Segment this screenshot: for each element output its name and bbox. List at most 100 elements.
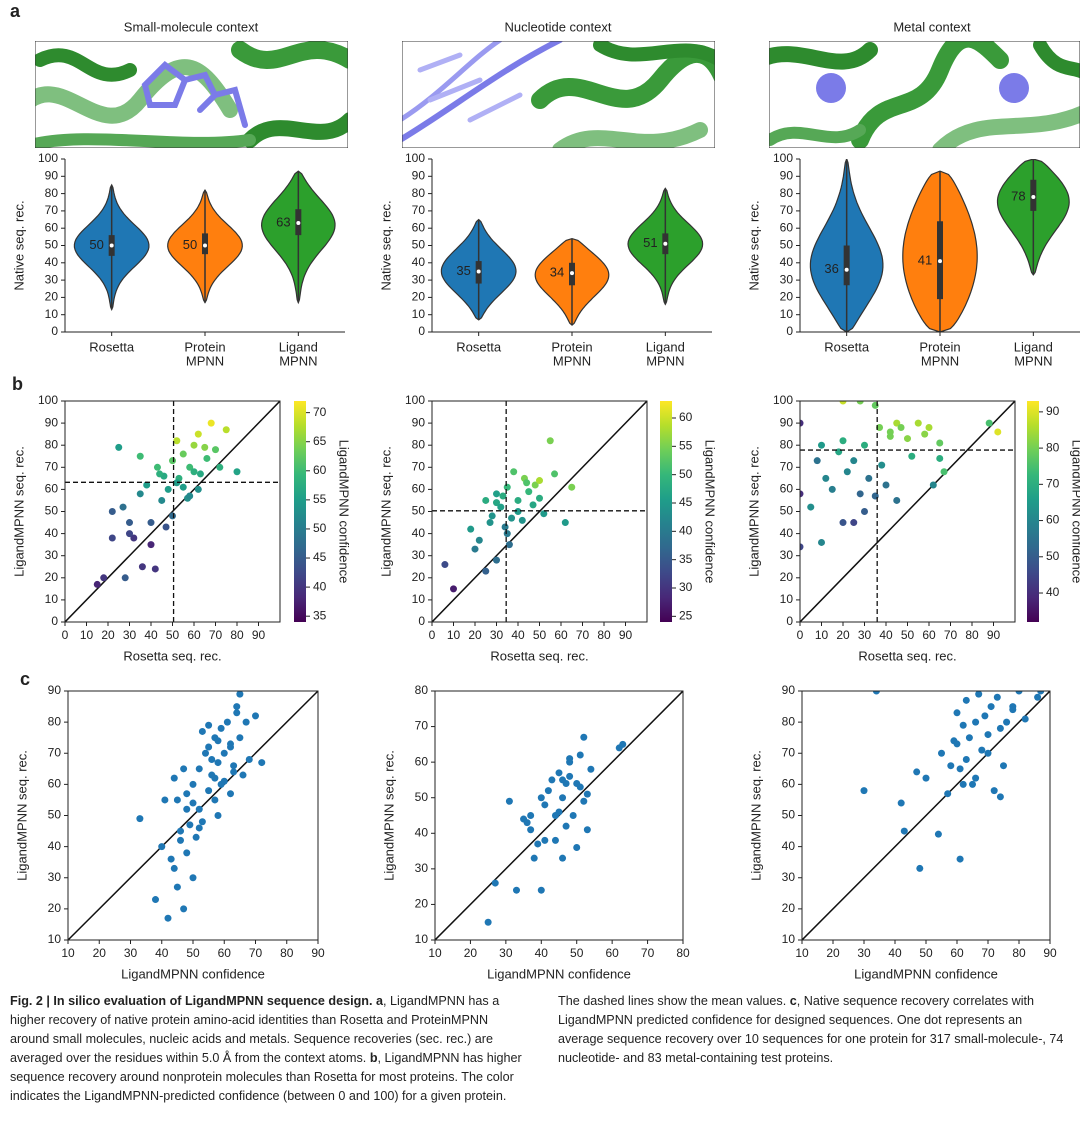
x-tick-label: 20 [101,628,115,642]
y-tick-label: 20 [780,290,794,304]
point [136,452,144,460]
x-tick-label: 40 [511,628,525,642]
point [555,769,563,777]
violin-median [203,243,207,248]
panel-label: c [20,669,30,689]
point [508,514,516,522]
y-tick-label: 50 [45,504,59,518]
point [800,419,804,427]
y-tick-label: 40 [415,825,429,839]
point [195,805,203,813]
x-tick-label: 60 [605,946,619,960]
x-tick-label: 50 [166,628,180,642]
point [886,432,894,440]
point [195,765,203,773]
point [559,854,567,862]
y-tick-label: 40 [412,255,426,269]
colorbar-tick-label: 40 [679,524,693,538]
point [471,545,479,553]
y-tick-label: 80 [45,186,59,200]
caption-text: , Native sequence recovery correlates wi… [558,994,1064,1065]
x-tick-label: 40 [879,628,893,642]
point [227,790,234,798]
plot-area [73,170,336,312]
plot-area [432,401,647,622]
colorbar-tick-label: 35 [679,552,693,566]
point [897,799,905,807]
y-tick-label: 90 [412,415,426,429]
x-tick-label: 10 [428,946,442,960]
median-label: 41 [918,253,932,268]
point [551,470,559,478]
x-tick-label: 50 [570,946,584,960]
y-tick-label: 0 [786,324,793,338]
point [828,485,836,493]
point [173,883,181,891]
y-axis-label: LigandMPNN seq. rec. [381,750,396,881]
x-tick-label: MPNN [553,353,591,368]
y-tick-label: 90 [780,168,794,182]
point [233,468,241,476]
y-tick-label: 30 [45,272,59,286]
y-tick-label: 80 [780,437,794,451]
x-tick-label: Rosetta [824,339,870,354]
x-axis-label: Rosetta seq. rec. [123,648,221,663]
point [956,765,964,773]
y-tick-label: 0 [51,324,58,338]
figure-caption: Fig. 2 | In silico evaluation of LigandM… [10,992,1070,1112]
x-tick-label: Ligand [279,339,318,354]
chart: 0 10 20 30 40 50 60 70 80 90 Rosetta seq. rec. 0 10 2… [746,393,1080,663]
x-tick-label: 0 [429,628,436,642]
colorbar-label: LigandMPNN confidence [703,440,718,584]
point [189,874,197,882]
x-tick-label: 60 [218,946,232,960]
y-tick-label: 70 [782,745,796,759]
violin-median [570,271,574,276]
point [944,790,952,798]
point [217,780,225,788]
y-tick-label: 100 [38,393,58,407]
structure-image [402,41,715,148]
y-tick-label: 20 [415,897,429,911]
point [913,768,921,776]
point [183,849,191,857]
y-tick-label: 10 [412,592,426,606]
x-tick-label: MPNN [646,353,684,368]
y-tick-label: 80 [415,683,429,697]
point [214,759,222,767]
x-tick-label: 70 [641,946,655,960]
median-label: 35 [456,263,470,278]
point [177,827,184,835]
point [843,468,851,476]
point [878,461,886,469]
point [164,485,172,493]
y-tick-label: 60 [780,220,794,234]
point [551,836,559,844]
y-tick-label: 90 [45,168,59,182]
point [523,819,531,827]
point [835,448,843,456]
point [818,441,825,449]
y-tick-label: 30 [45,548,59,562]
y-tick-label: 50 [412,504,426,518]
x-tick-label: 20 [464,946,478,960]
point [208,755,216,763]
plot-area [435,691,683,940]
point [121,574,129,582]
point [152,896,159,904]
y-tick-label: 40 [45,255,59,269]
point [987,703,995,711]
violin-median [844,267,849,272]
y-tick-label: 70 [412,459,426,473]
point [813,457,821,465]
point [925,424,933,432]
y-tick-label: 100 [38,151,58,165]
point [865,474,873,482]
x-tick-label: 90 [311,946,325,960]
point [162,523,170,531]
point [938,749,945,757]
x-tick-label: 60 [950,946,964,960]
x-tick-label: 30 [857,946,871,960]
x-axis-label: LigandMPNN confidence [121,966,265,981]
point [525,488,533,496]
